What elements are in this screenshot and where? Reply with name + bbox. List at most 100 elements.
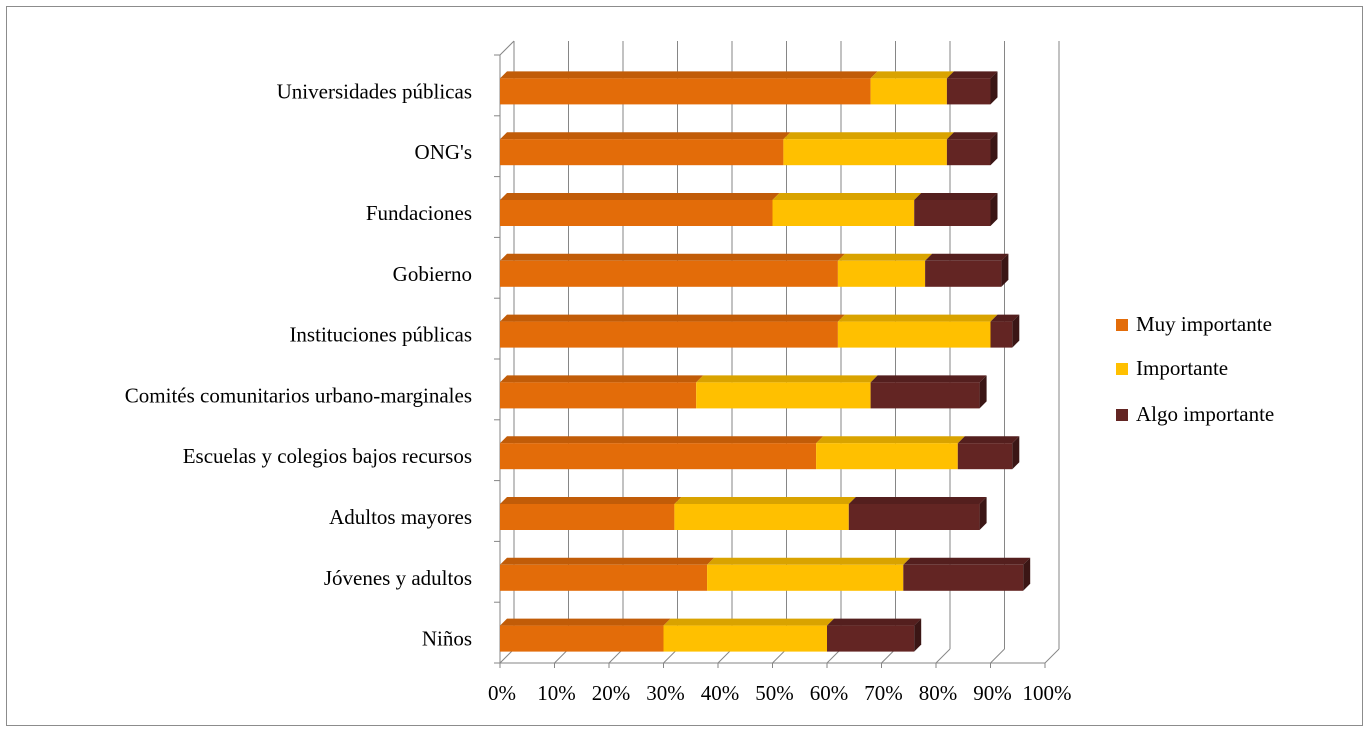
bar-top xyxy=(946,71,998,79)
x-tick-label: 80% xyxy=(919,681,958,705)
bar-side xyxy=(990,132,998,166)
bar-side xyxy=(1012,314,1020,348)
bar-top xyxy=(500,71,878,79)
category-label: Gobierno xyxy=(393,262,472,286)
bar-top xyxy=(500,618,671,626)
bar-side xyxy=(914,618,922,652)
x-tick-label: 90% xyxy=(973,681,1012,705)
bar-segment xyxy=(816,443,958,470)
bar-top xyxy=(870,71,954,79)
bar-top xyxy=(914,193,998,200)
legend-swatch-algo-importante xyxy=(1116,409,1128,421)
x-tick-label: 20% xyxy=(592,681,631,705)
chart-frame xyxy=(6,6,1363,726)
bar-top xyxy=(500,497,682,504)
bar-segment xyxy=(500,564,708,591)
bar-segment xyxy=(783,139,947,166)
bar-segment xyxy=(500,443,817,470)
bar-segment xyxy=(925,260,1002,287)
legend-label-importante: Importante xyxy=(1136,356,1229,380)
bar-top xyxy=(663,618,834,626)
category-label: Comités comunitarios urbano-marginales xyxy=(125,383,472,407)
category-label: Instituciones públicas xyxy=(289,323,472,347)
bar-top xyxy=(827,618,922,626)
bar-top xyxy=(500,436,824,444)
category-label: ONG's xyxy=(415,140,472,164)
x-tick-label: 30% xyxy=(646,681,685,705)
bar-segment xyxy=(903,564,1024,591)
bar-top xyxy=(500,557,715,565)
bar-top xyxy=(957,436,1020,444)
x-tick-label: 70% xyxy=(864,681,903,705)
x-tick-label: 50% xyxy=(755,681,794,705)
bar-side xyxy=(1012,436,1020,470)
bar-segment xyxy=(990,321,1013,348)
bar-segment xyxy=(837,321,991,348)
bar-top xyxy=(500,253,845,261)
bar-segment xyxy=(914,200,991,226)
side-wall-top xyxy=(499,40,515,56)
bar-top xyxy=(500,193,780,200)
bar-segment xyxy=(837,260,926,287)
category-label: Fundaciones xyxy=(366,201,472,225)
bar-top xyxy=(925,253,1009,261)
bar-segment xyxy=(500,382,697,409)
bar-top xyxy=(707,557,911,565)
bar-segment xyxy=(707,564,904,591)
legend-swatch-muy-importante xyxy=(1116,319,1128,331)
bar-top xyxy=(772,193,922,200)
x-tick-label: 40% xyxy=(701,681,740,705)
bar-top xyxy=(870,375,987,383)
bar-side xyxy=(990,71,998,105)
legend-label-muy-importante: Muy importante xyxy=(1136,312,1272,336)
bar-side xyxy=(979,375,987,409)
bar-top xyxy=(990,314,1020,322)
category-label: Jóvenes y adultos xyxy=(324,566,472,590)
bar-segment xyxy=(663,625,827,652)
bar-top xyxy=(848,497,987,504)
bar-side xyxy=(1023,557,1031,591)
x-tick-label: 100% xyxy=(1023,681,1072,705)
bar-top xyxy=(837,314,998,322)
bar-side xyxy=(1001,253,1009,287)
bar-segment xyxy=(500,200,773,226)
bar-segment xyxy=(870,382,980,409)
bar-segment xyxy=(772,200,915,226)
floor-gridline xyxy=(990,648,1005,664)
bar-segment xyxy=(500,321,838,348)
bar-side xyxy=(990,193,998,226)
bar-segment xyxy=(500,78,871,105)
bar-top xyxy=(946,132,998,140)
bar-top xyxy=(500,375,704,383)
category-label: Niños xyxy=(422,627,472,651)
bar-segment xyxy=(696,382,871,409)
bar-segment xyxy=(957,443,1013,470)
bar-top xyxy=(816,436,965,444)
bar-segment xyxy=(870,78,947,105)
category-label: Adultos mayores xyxy=(329,505,472,529)
bar-segment xyxy=(946,139,991,166)
bar-top xyxy=(696,375,878,383)
bar-segment xyxy=(500,504,675,530)
bar-top xyxy=(500,314,845,322)
bar-top xyxy=(903,557,1031,565)
bar-side xyxy=(979,497,987,530)
floor-gridline xyxy=(1044,648,1060,664)
bar-segment xyxy=(500,625,664,652)
bar-top xyxy=(783,132,954,140)
x-tick-label: 0% xyxy=(488,681,516,705)
bar-segment xyxy=(848,504,980,530)
bar-segment xyxy=(500,260,838,287)
bar-top xyxy=(837,253,933,261)
x-tick-label: 60% xyxy=(810,681,849,705)
bar-segment xyxy=(946,78,991,105)
bar-top xyxy=(674,497,856,504)
legend-swatch-importante xyxy=(1116,363,1128,375)
floor-gridline xyxy=(935,648,951,664)
legend-label-algo-importante: Algo importante xyxy=(1136,402,1275,426)
bar-segment xyxy=(827,625,915,652)
x-tick-label: 10% xyxy=(537,681,576,705)
category-label: Universidades públicas xyxy=(277,79,472,103)
bar-segment xyxy=(500,139,784,166)
